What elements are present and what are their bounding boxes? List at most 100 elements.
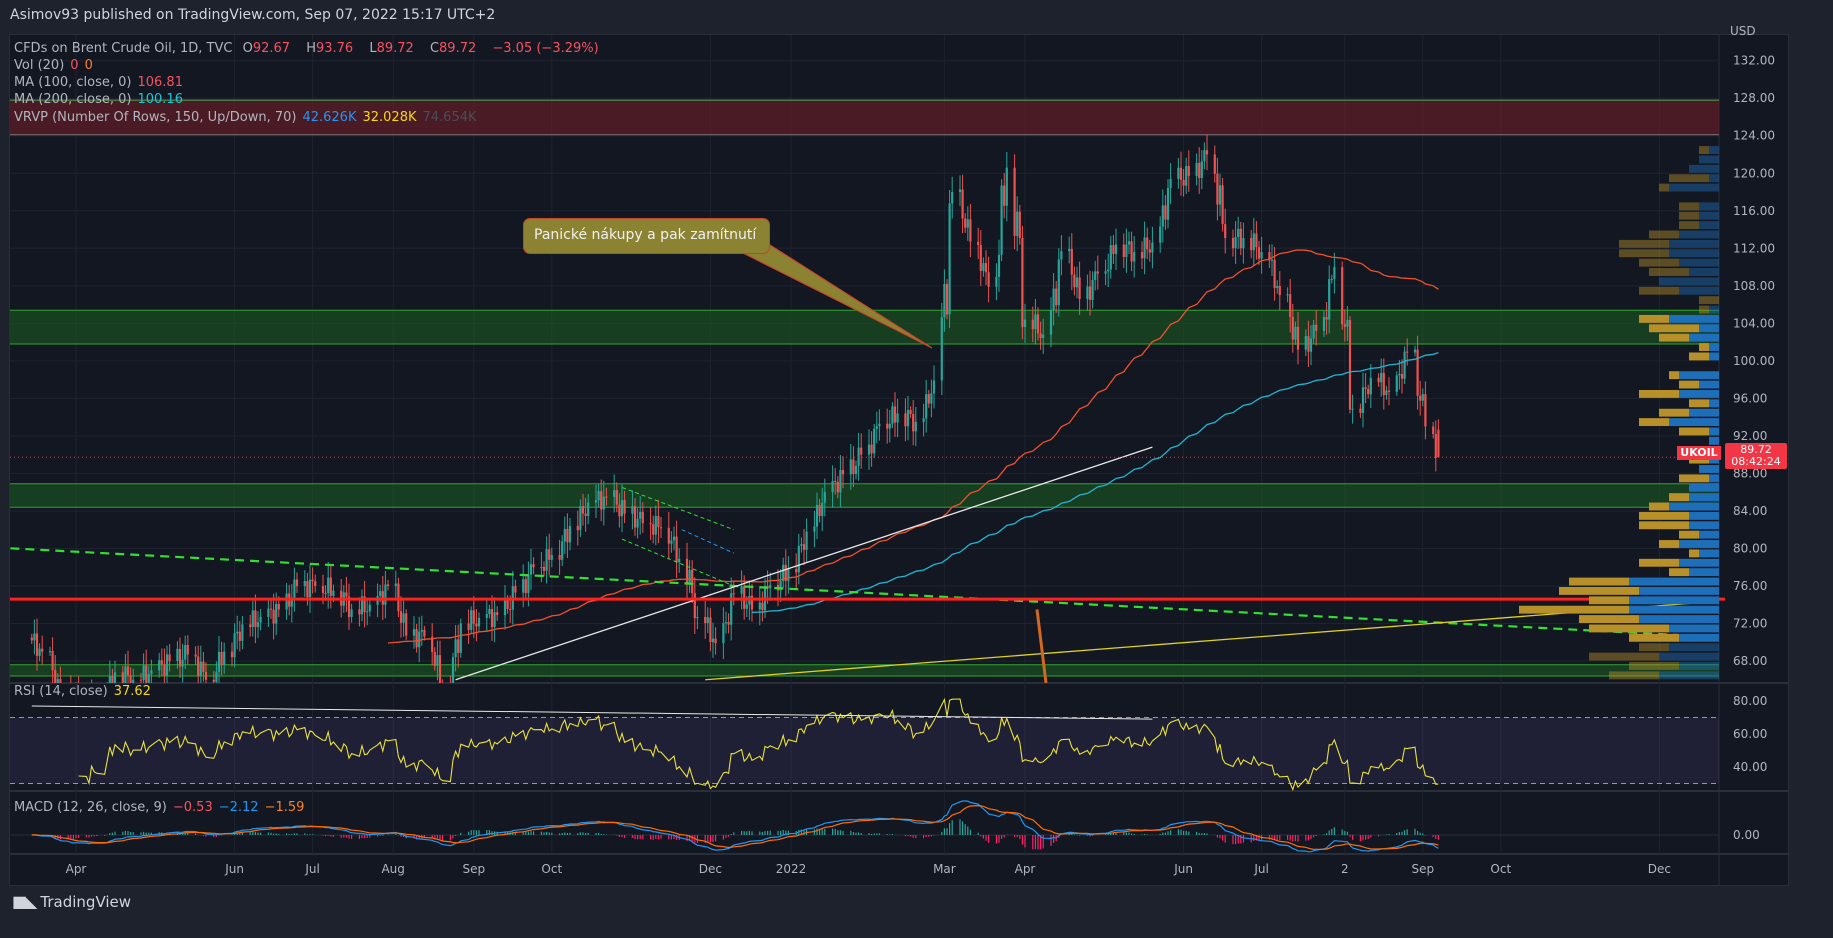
vrvp-down-bar [1659,408,1689,417]
candle-body [631,506,634,514]
candle-body [1296,326,1300,350]
candle-body [561,541,564,560]
candle-body [1198,162,1201,178]
candle-body [1088,286,1092,300]
ma100-legend[interactable]: MA (100, close, 0) 106.81 [14,75,189,90]
macd-line [31,800,1439,853]
vrvp-down-bar [1699,146,1709,154]
time-axis-label: 2 [1341,862,1349,876]
candle-body [550,555,553,560]
candle-body [1177,167,1180,179]
candle-body [704,616,707,624]
rsi-axis-label: 40.00 [1733,760,1767,774]
vrvp-up-bar [1659,671,1719,680]
vrvp-down-bar [1679,221,1699,230]
candle-body [129,675,132,683]
candle-body [1109,245,1112,270]
candle-body [176,648,179,662]
candle-body [436,655,439,666]
vrvp-up-bar [1709,343,1719,351]
candle-body [1432,426,1435,435]
candle-body [1395,375,1398,392]
volume-value: 0 [70,58,79,73]
candle-body [1369,377,1372,395]
vrvp-legend[interactable]: VRVP (Number Of Rows, 150, Up/Down, 70) 4… [14,110,483,125]
candle-body [576,525,579,531]
candle-body [332,590,335,596]
candle-body [636,518,639,528]
candle-body [839,470,842,493]
candle-body [1304,335,1307,350]
candle-body [30,637,33,641]
candle-body [964,218,967,228]
candle-body [1224,224,1227,238]
candle-body [327,577,330,594]
open-value: 92.67 [252,41,291,56]
channel-line-green [621,487,734,531]
resistance-zone-red [10,100,1719,135]
candle-body [35,633,39,656]
candle-body [1094,271,1097,280]
candle-body [1333,267,1336,280]
candle-body [1125,244,1128,257]
candle-body [961,189,964,219]
candle-body [696,616,699,619]
low-value: 89.72 [376,41,414,56]
chart-frame[interactable] [9,34,1789,886]
white-trendline [455,446,1153,681]
vrvp-up-bar [1709,474,1719,483]
vrvp-down-bar [1649,268,1689,276]
candle-body [1159,226,1162,243]
candle-body [579,506,582,531]
symbol-legend[interactable]: CFDs on Brent Crude Oil, 1D, TVC O92.67 … [14,41,605,56]
candle-body [150,670,153,675]
candle-body [306,581,309,598]
candle-body [350,609,353,617]
ma100-line [387,249,1439,644]
candle-body [711,638,715,643]
vrvp-up-bar [1659,277,1719,286]
tradingview-logo[interactable]: ■◣ TradingView [12,892,131,911]
vrvp-up-bar [1679,540,1719,548]
candle-body [779,580,782,591]
candle-body [867,444,871,455]
candle-body [272,609,275,624]
vrvp-down-bar [1639,314,1669,323]
candle-body [1289,294,1292,318]
zone-green-86 [10,483,1719,508]
macd-legend[interactable]: MACD (12, 26, close, 9) −0.53 −2.12 −1.59 [14,800,310,815]
candle-body [1182,179,1185,186]
time-axis-label: Dec [1648,862,1671,876]
candle-body [433,651,436,666]
candle-body [1359,408,1362,413]
candle-body [943,283,946,318]
candle-body [615,490,618,505]
candle-body [1070,248,1073,275]
time-axis-label: Aug [381,862,404,876]
candle-body [275,603,278,624]
candle-body [1309,338,1313,352]
candle-body [1260,252,1263,259]
candle-body [1146,237,1149,250]
close-label: C [429,41,440,56]
main-pane [10,99,1719,683]
vrvp-down-bar [1649,230,1679,239]
candle-body [285,593,288,610]
candle-body [1341,267,1344,325]
ma200-legend[interactable]: MA (200, close, 0) 100.16 [14,92,189,107]
candle-body [922,418,925,422]
vrvp-down-bar [1669,493,1689,502]
vrvp-up-bar [1669,314,1719,323]
annotation-callout[interactable]: Panické nákupy a pak zamítnutí [523,218,770,254]
candle-body [1330,279,1333,281]
candle-body [940,317,943,381]
candle-body [951,192,954,204]
rsi-legend[interactable]: RSI (14, close) 37.62 [14,684,157,699]
vrvp-up-bar [1689,511,1719,520]
candle-body [126,666,130,676]
candle-body [48,651,52,653]
volume-legend[interactable]: Vol (20) 0 0 [14,58,99,73]
candle-body [886,423,889,429]
candle-body [875,426,878,429]
